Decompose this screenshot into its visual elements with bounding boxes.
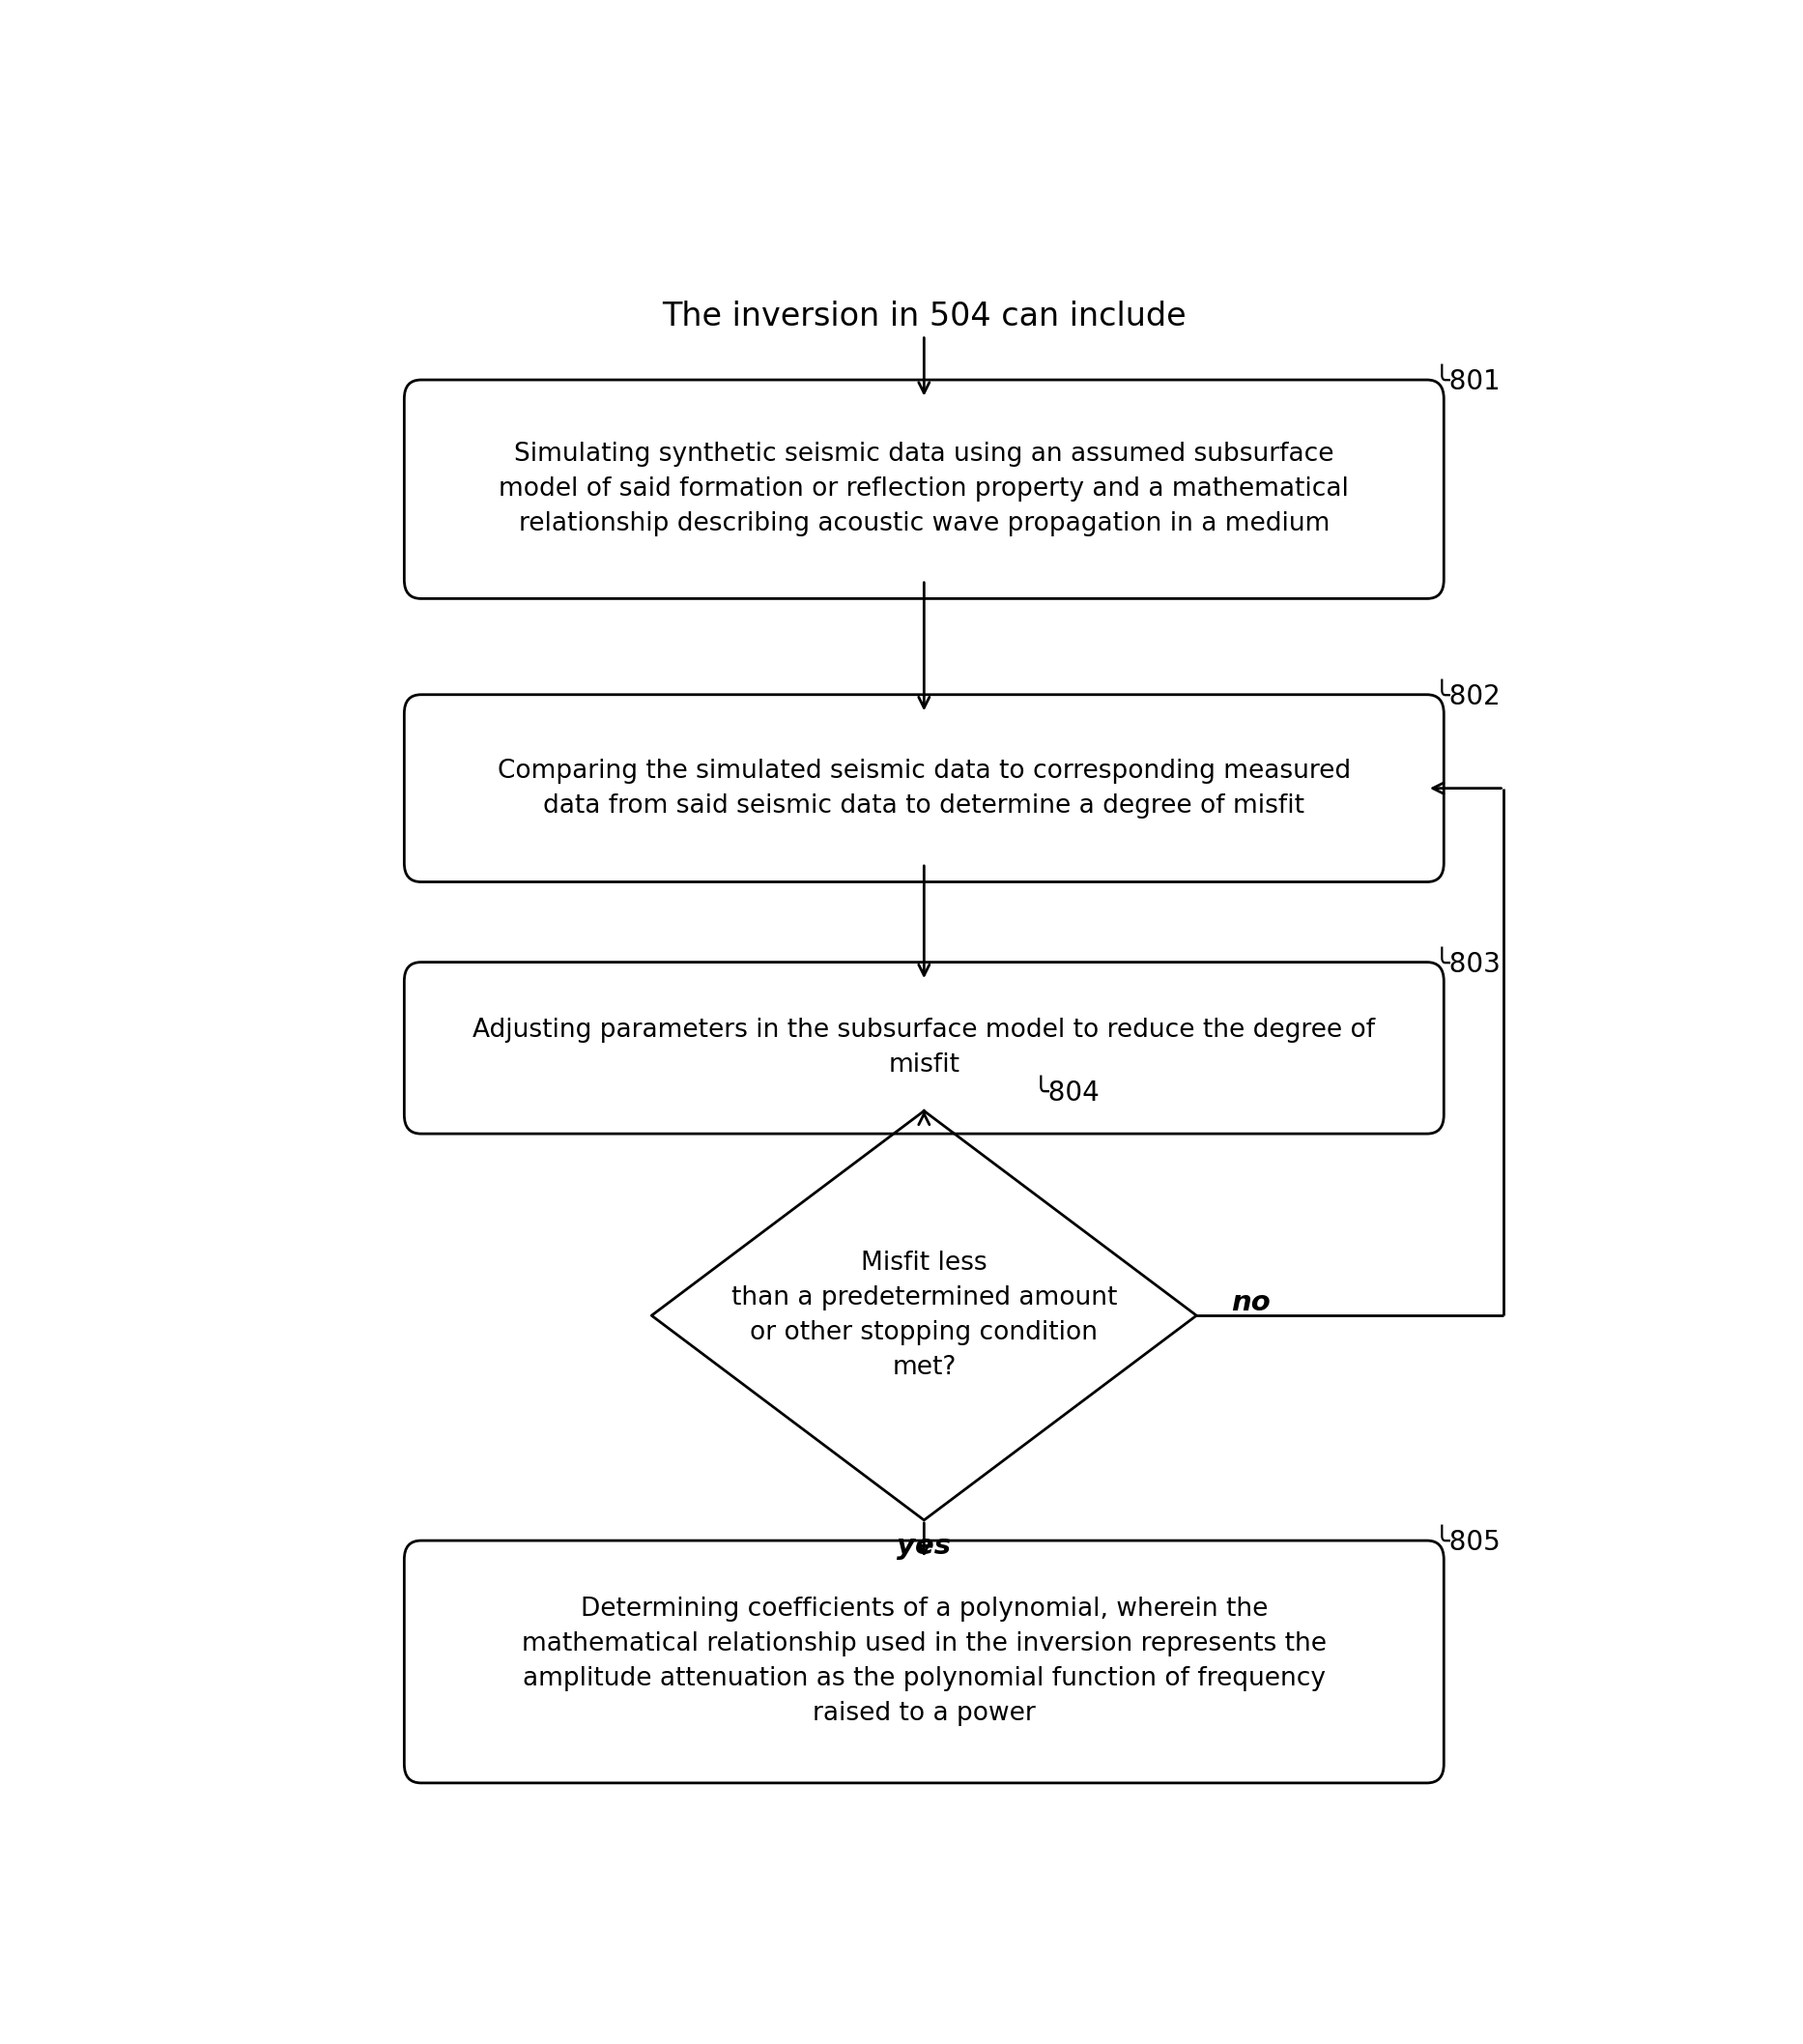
Text: ╰803: ╰803 <box>1433 950 1502 977</box>
Text: ╰805: ╰805 <box>1433 1529 1502 1555</box>
Text: The inversion in 504 can include: The inversion in 504 can include <box>662 300 1186 331</box>
Text: Misfit less
than a predetermined amount
or other stopping condition
met?: Misfit less than a predetermined amount … <box>730 1251 1118 1380</box>
FancyBboxPatch shape <box>404 1541 1444 1782</box>
Polygon shape <box>651 1112 1197 1521</box>
Text: no: no <box>1231 1290 1271 1316</box>
Text: yes: yes <box>896 1533 952 1560</box>
Text: ╰804: ╰804 <box>1033 1079 1100 1106</box>
FancyBboxPatch shape <box>404 380 1444 599</box>
Text: Determining coefficients of a polynomial, wherein the
mathematical relationship : Determining coefficients of a polynomial… <box>521 1596 1327 1727</box>
Text: Comparing the simulated seismic data to corresponding measured
data from said se: Comparing the simulated seismic data to … <box>498 758 1350 818</box>
Text: Adjusting parameters in the subsurface model to reduce the degree of
misfit: Adjusting parameters in the subsurface m… <box>472 1018 1376 1077</box>
FancyBboxPatch shape <box>404 963 1444 1134</box>
FancyBboxPatch shape <box>404 695 1444 881</box>
Text: ╰802: ╰802 <box>1433 683 1502 711</box>
Text: Simulating synthetic seismic data using an assumed subsurface
model of said form: Simulating synthetic seismic data using … <box>499 442 1349 538</box>
Text: ╰801: ╰801 <box>1433 368 1502 397</box>
